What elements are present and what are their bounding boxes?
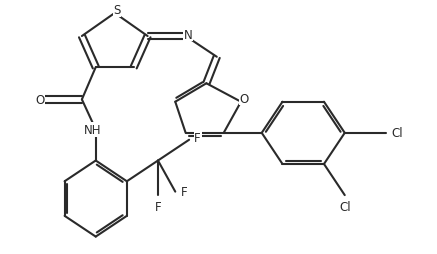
Text: O: O: [240, 92, 249, 105]
Text: O: O: [35, 93, 45, 106]
Text: F: F: [155, 200, 161, 213]
Text: Cl: Cl: [339, 200, 350, 213]
Text: NH: NH: [84, 123, 101, 136]
Text: S: S: [113, 4, 121, 17]
Text: Cl: Cl: [392, 127, 403, 140]
Text: F: F: [194, 131, 201, 144]
Text: N: N: [184, 29, 192, 42]
Text: F: F: [181, 185, 187, 198]
